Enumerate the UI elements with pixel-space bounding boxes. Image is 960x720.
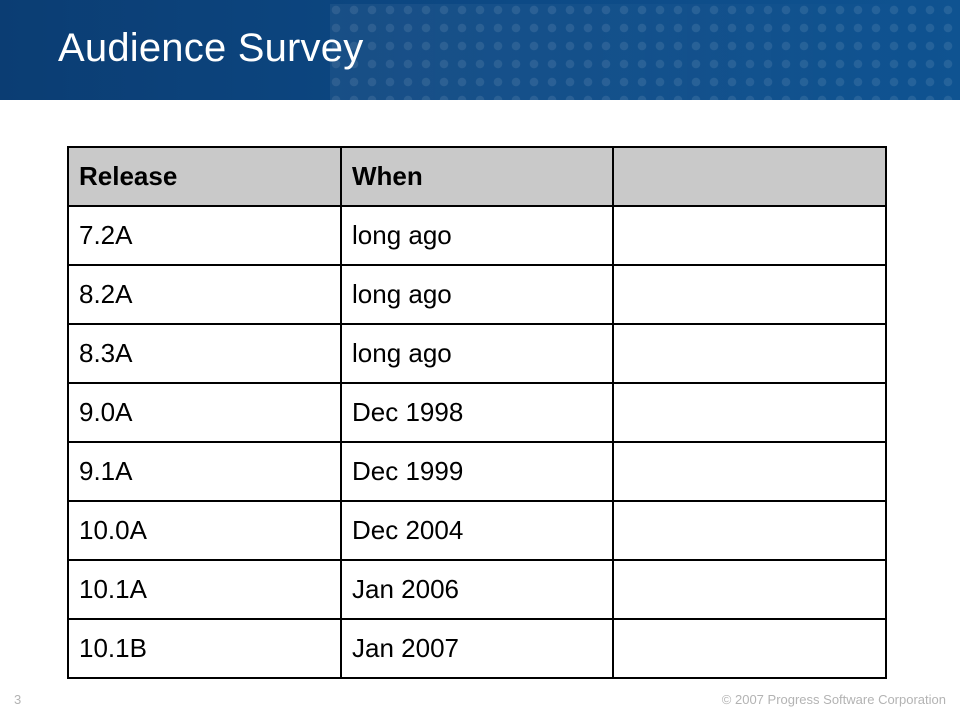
table-header-row: Release When [67,146,887,207]
title-bar: Audience Survey [0,0,960,100]
header-release: Release [67,146,342,207]
table-row: 8.2A long ago [67,264,887,325]
header-when: When [340,146,614,207]
table-row: 10.1A Jan 2006 [67,559,887,620]
cell-release: 8.2A [67,264,342,325]
cell-when: Jan 2007 [340,618,614,679]
table-row: 8.3A long ago [67,323,887,384]
cell-when: Jan 2006 [340,559,614,620]
table-row: 9.1A Dec 1999 [67,441,887,502]
cell-release: 7.2A [67,205,342,266]
cell-when: Dec 1999 [340,441,614,502]
cell-release: 10.0A [67,500,342,561]
decorative-dot-pattern [330,4,960,100]
copyright-notice: © 2007 Progress Software Corporation [721,692,946,707]
cell-when: Dec 2004 [340,500,614,561]
slide-title: Audience Survey [58,26,364,70]
table-row: 7.2A long ago [67,205,887,266]
release-table: Release When 7.2A long ago 8.2A long ago… [67,146,887,679]
header-blank [612,146,887,207]
cell-when: Dec 1998 [340,382,614,443]
page-number: 3 [14,692,22,707]
cell-when: long ago [340,205,614,266]
cell-when: long ago [340,323,614,384]
cell-blank [612,382,887,443]
table-row: 10.0A Dec 2004 [67,500,887,561]
cell-release: 9.1A [67,441,342,502]
table-row: 10.1B Jan 2007 [67,618,887,679]
cell-blank [612,264,887,325]
cell-blank [612,441,887,502]
table-row: 9.0A Dec 1998 [67,382,887,443]
cell-release: 10.1B [67,618,342,679]
cell-blank [612,205,887,266]
cell-when: long ago [340,264,614,325]
cell-blank [612,323,887,384]
cell-blank [612,618,887,679]
cell-release: 8.3A [67,323,342,384]
cell-release: 10.1A [67,559,342,620]
table-body: 7.2A long ago 8.2A long ago 8.3A long ag… [67,205,887,679]
release-table-container: Release When 7.2A long ago 8.2A long ago… [67,146,887,679]
cell-blank [612,559,887,620]
cell-release: 9.0A [67,382,342,443]
table-header: Release When [67,146,887,207]
cell-blank [612,500,887,561]
